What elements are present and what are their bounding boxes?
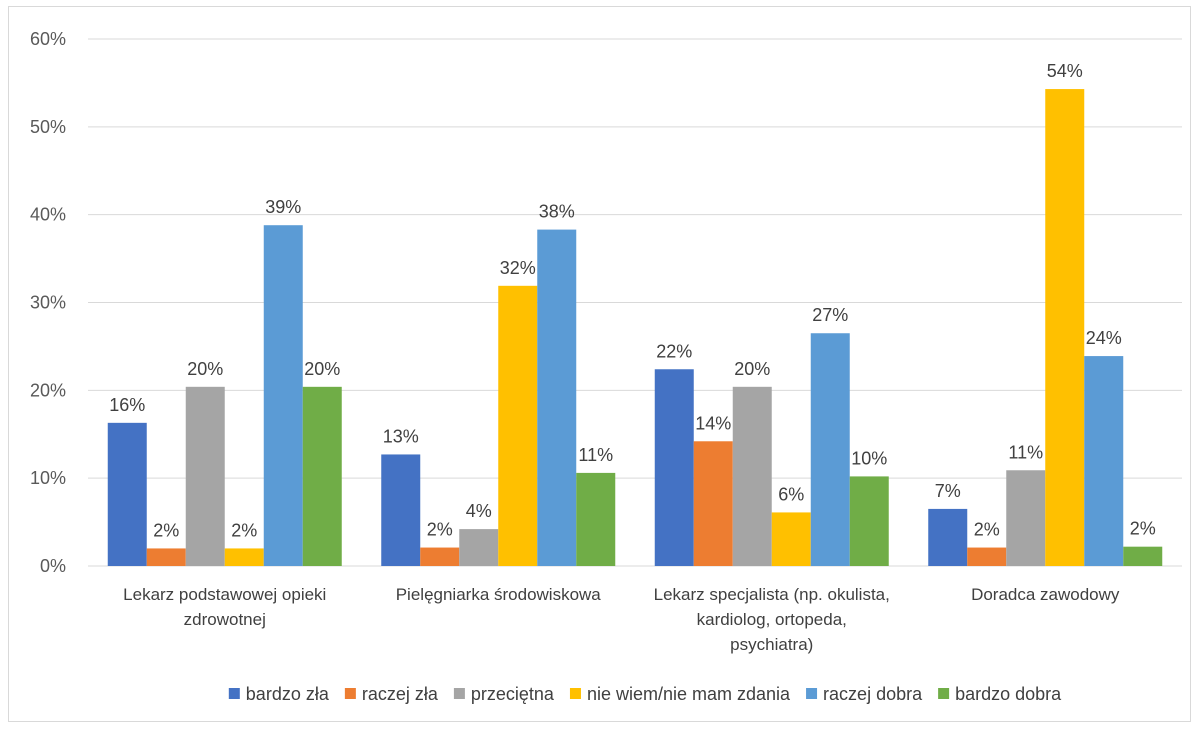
data-label: 6% <box>778 484 804 504</box>
data-label: 22% <box>656 341 692 361</box>
bar <box>1084 356 1124 566</box>
data-labels: 16% 2% 20% 2% 39% 20% 13% 2% 4% 32% 38% 11% 22% 14% 20… <box>109 61 1156 540</box>
bar <box>849 476 889 566</box>
x-tick-label: Lekarz podstawowej opieki <box>123 585 326 604</box>
data-label: 38% <box>539 202 575 222</box>
bar <box>810 333 850 566</box>
legend-swatch <box>453 688 465 699</box>
legend-label: bardzo zła <box>246 684 330 704</box>
data-label: 4% <box>466 501 492 521</box>
bar <box>1006 470 1046 566</box>
legend-label: nie wiem/nie mam zdania <box>587 684 791 704</box>
x-tick-label: zdrowotnej <box>184 610 266 629</box>
x-tick-label: kardiolog, ortopeda, <box>697 610 847 629</box>
legend-swatch <box>344 688 356 699</box>
data-label: 39% <box>265 197 301 217</box>
legend-label: raczej dobra <box>823 684 923 704</box>
bar <box>381 454 421 566</box>
bar <box>459 529 499 566</box>
data-label: 11% <box>578 445 613 465</box>
data-label: 11% <box>1008 442 1043 462</box>
y-tick-label: 0% <box>40 556 66 576</box>
bar <box>420 547 460 566</box>
data-label: 27% <box>812 305 848 325</box>
y-tick-label: 50% <box>30 117 66 137</box>
data-label: 13% <box>383 426 419 446</box>
y-tick-label: 20% <box>30 380 66 400</box>
bar <box>654 369 694 566</box>
data-label: 2% <box>427 520 453 540</box>
data-label: 24% <box>1086 328 1122 348</box>
legend-swatch <box>806 688 818 699</box>
legend-swatch <box>228 688 240 699</box>
legend-swatch <box>569 688 581 699</box>
data-label: 54% <box>1047 61 1083 81</box>
bar <box>576 472 616 566</box>
bar <box>302 386 342 566</box>
data-label: 20% <box>304 359 340 379</box>
bar <box>146 548 186 566</box>
legend-label: przeciętna <box>471 684 555 704</box>
x-tick-label: Doradca zawodowy <box>971 585 1120 604</box>
y-tick-label: 40% <box>30 205 66 225</box>
data-label: 2% <box>974 520 1000 540</box>
bar <box>732 386 772 566</box>
bar <box>224 548 264 566</box>
y-tick-label: 30% <box>30 293 66 313</box>
bar <box>263 225 303 566</box>
bars <box>107 89 1163 566</box>
bar <box>967 547 1007 566</box>
x-tick-label: psychiatra) <box>730 635 813 654</box>
x-tick-label: Pielęgniarka środowiskowa <box>396 585 602 604</box>
data-label: 2% <box>1130 519 1156 539</box>
bar <box>771 512 811 566</box>
bar <box>1045 89 1085 566</box>
bar <box>693 441 733 566</box>
data-label: 7% <box>935 481 961 501</box>
data-label: 16% <box>109 395 145 415</box>
x-axis: Lekarz podstawowej opieki zdrowotnej Pielę… <box>123 585 1120 654</box>
legend-swatch <box>938 688 950 699</box>
data-label: 14% <box>695 413 731 433</box>
x-tick-label: Lekarz specjalista (np. okulista, <box>654 585 890 604</box>
bar <box>498 285 538 566</box>
y-axis: 0% 10% 20% 30% 40% 50% 60% <box>30 29 66 576</box>
data-label: 10% <box>851 448 887 468</box>
bar <box>537 229 577 566</box>
chart-frame <box>8 6 1191 722</box>
bar <box>107 422 147 566</box>
data-label: 20% <box>187 359 223 379</box>
data-label: 20% <box>734 359 770 379</box>
y-tick-label: 60% <box>30 29 66 49</box>
bar <box>185 386 225 566</box>
legend-label: raczej zła <box>362 684 439 704</box>
data-label: 2% <box>153 520 179 540</box>
data-label: 32% <box>500 258 536 278</box>
bar <box>928 508 968 566</box>
data-label: 2% <box>231 520 257 540</box>
bar <box>1123 546 1163 566</box>
legend: bardzo zła raczej zła przeciętna nie wiem/n… <box>228 684 1062 704</box>
y-tick-label: 10% <box>30 468 66 488</box>
legend-label: bardzo dobra <box>955 684 1062 704</box>
